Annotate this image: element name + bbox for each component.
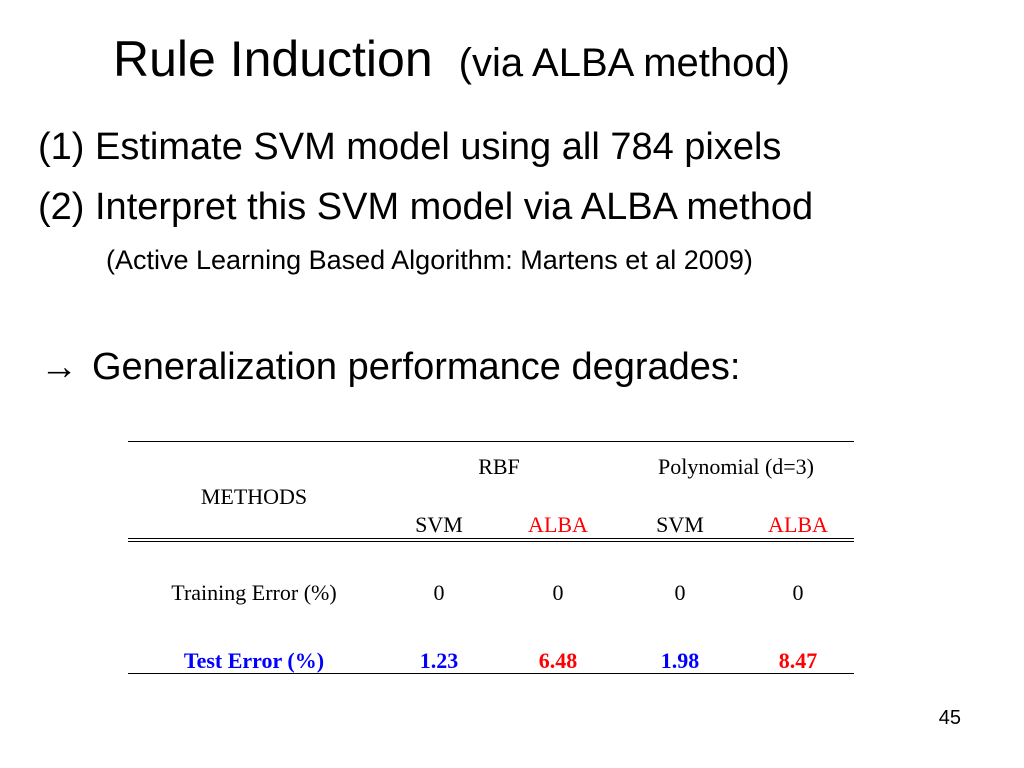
test-rbf-alba-value: 6.48	[538, 648, 578, 673]
methods-header: METHODS	[200, 484, 308, 509]
title-subtitle: (via ALBA method)	[458, 41, 790, 85]
training-rbf-alba-value: 0	[552, 580, 564, 605]
group-header-rbf: RBF	[478, 454, 520, 479]
subheader-poly-svm: SVM	[656, 512, 704, 537]
test-poly-svm-value: 1.98	[660, 648, 700, 673]
table-bottom-rule	[128, 673, 854, 674]
citation-text: (Active Learning Based Algorithm: Marten…	[106, 245, 753, 275]
header-rule-secondary	[128, 541, 854, 542]
title-main: Rule Induction	[113, 31, 433, 87]
step-1-text: (1) Estimate SVM model using all 784 pix…	[38, 126, 782, 168]
test-poly-alba-value: 8.47	[778, 648, 818, 673]
subheader-poly-alba: ALBA	[768, 512, 828, 537]
conclusion-line: → Generalization performance degrades:	[40, 346, 741, 389]
group-header-polynomial: Polynomial (d=3)	[657, 454, 815, 479]
test-rbf-svm-value: 1.23	[419, 648, 459, 673]
step-2-text: (2) Interpret this SVM model via ALBA me…	[38, 186, 814, 228]
page-number: 45	[938, 707, 961, 729]
right-arrow-icon: →	[40, 346, 78, 388]
slide-title: Rule Induction (via ALBA method)	[113, 30, 790, 88]
subheader-rbf-svm: SVM	[415, 512, 463, 537]
table-top-rule	[128, 441, 854, 442]
row-label-test-error: Test Error (%)	[183, 648, 325, 673]
conclusion-text: Generalization performance degrades:	[92, 346, 741, 388]
subheader-rbf-alba: ALBA	[528, 512, 588, 537]
training-poly-svm-value: 0	[674, 580, 686, 605]
training-poly-alba-value: 0	[792, 580, 804, 605]
header-rule	[128, 538, 854, 539]
training-rbf-svm-value: 0	[433, 580, 445, 605]
row-label-training-error: Training Error (%)	[171, 580, 337, 605]
